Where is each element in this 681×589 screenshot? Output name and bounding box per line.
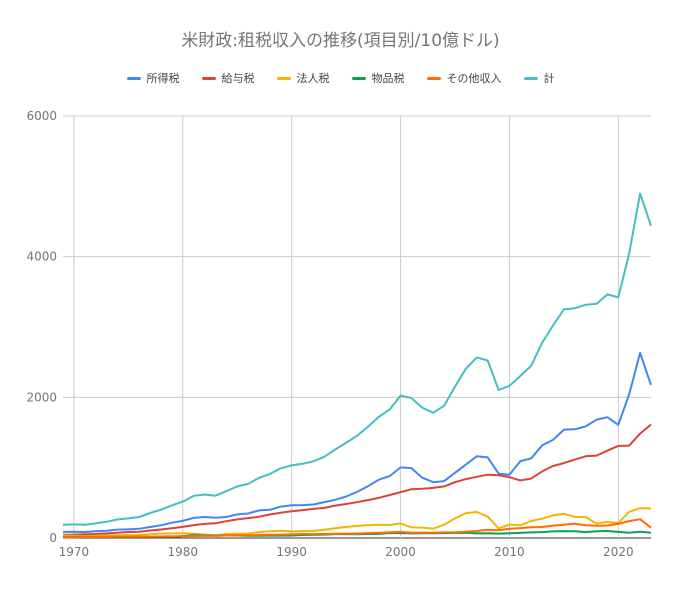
y-tick-label: 6000 (26, 109, 57, 123)
legend-label: 物品税 (371, 72, 405, 85)
legend-item: その他収入 (426, 70, 502, 86)
legend-item: 給与税 (201, 70, 255, 86)
legend-item: 所得税 (126, 70, 180, 86)
y-tick-label: 0 (49, 531, 57, 545)
x-tick-label: 2020 (603, 545, 634, 559)
y-tick-label: 2000 (26, 390, 57, 404)
legend-swatch (276, 76, 291, 80)
series-line-1 (62, 423, 652, 536)
legend-label: その他収入 (446, 72, 502, 85)
legend-label: 所得税 (146, 72, 180, 85)
x-tick-label: 1980 (168, 545, 199, 559)
legend-swatch (201, 76, 216, 80)
x-tick-label: 2010 (494, 545, 525, 559)
legend-item: 計 (523, 70, 555, 86)
x-tick-label: 1970 (59, 545, 90, 559)
legend-swatch (426, 76, 441, 80)
series-line-2 (62, 507, 652, 538)
chart-title: 米財政:租税収入の推移(項目別/10億ドル) (181, 31, 500, 51)
series-line-0 (62, 351, 652, 533)
x-tick-label: 1990 (276, 545, 307, 559)
legend-swatch (351, 76, 366, 80)
legend-label: 計 (543, 72, 555, 85)
x-tick-label: 2000 (385, 545, 416, 559)
series-line-5 (62, 192, 652, 526)
legend-swatch (523, 76, 538, 80)
series-line-4 (63, 518, 652, 539)
legend-item: 物品税 (351, 70, 405, 86)
legend-item: 法人税 (276, 70, 330, 86)
legend-label: 法人税 (296, 72, 330, 85)
legend-label: 給与税 (221, 72, 255, 85)
legend-swatch (126, 76, 141, 80)
y-tick-label: 4000 (26, 250, 57, 264)
legend: 所得税 給与税 法人税 物品税 その他収入 計 (0, 70, 681, 86)
